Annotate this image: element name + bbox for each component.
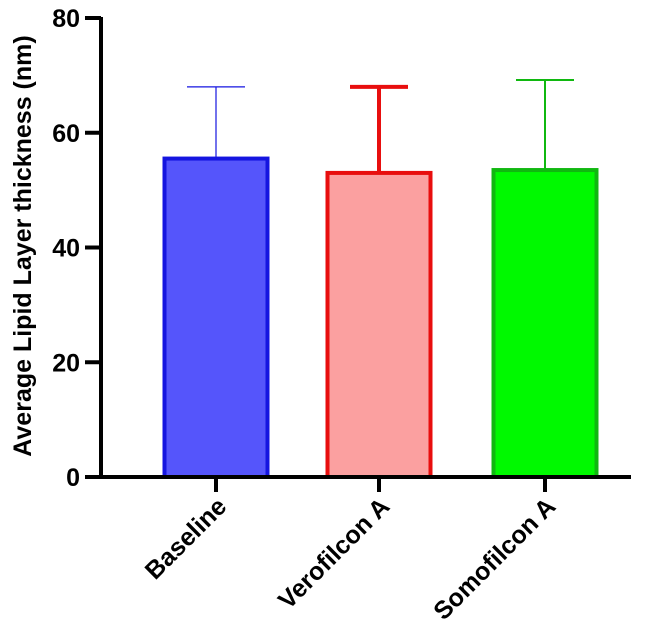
error-bar-baseline xyxy=(187,86,245,159)
y-tick-label: 60 xyxy=(52,120,80,148)
y-tick-label: 20 xyxy=(52,349,80,377)
bars-group xyxy=(162,156,599,479)
y-tick-label: 0 xyxy=(66,464,80,492)
y-tick-label: 80 xyxy=(52,5,80,33)
x-axis: Baseline Verofilcon A Somofilcon A xyxy=(99,475,631,626)
x-tick-label: Verofilcon A xyxy=(273,492,395,614)
y-tick-label: 40 xyxy=(52,235,80,263)
y-axis-title: Average Lipid Layer thickness (nm) xyxy=(9,35,37,456)
error-bar-somofilcon-a xyxy=(516,78,574,171)
x-tick-label: Baseline xyxy=(140,492,233,585)
bar-somofilcon-a xyxy=(491,168,599,479)
error-bar-verofilcon-a xyxy=(350,84,408,173)
bar-baseline xyxy=(162,156,270,479)
y-axis: 0 20 40 60 80 xyxy=(52,5,103,492)
error-bars-group xyxy=(187,78,574,173)
x-tick-label: Somofilcon A xyxy=(428,492,561,625)
bar-verofilcon-a xyxy=(325,170,433,479)
